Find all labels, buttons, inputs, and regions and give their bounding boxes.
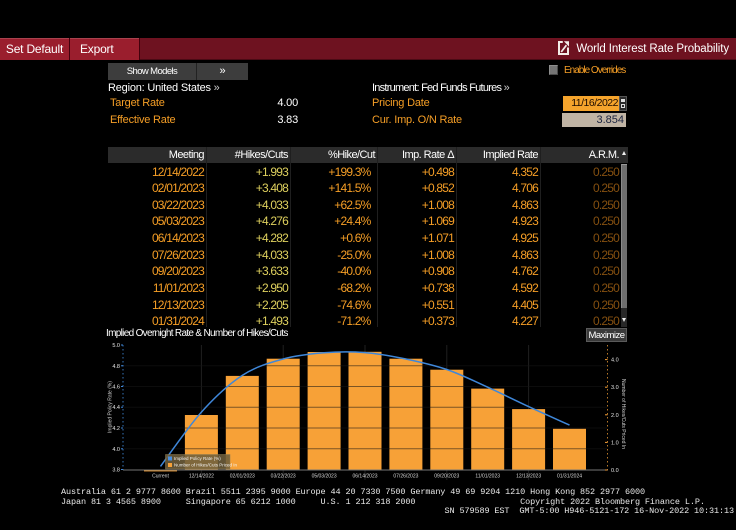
svg-text:05/03/2023: 05/03/2023 — [312, 474, 337, 480]
svg-text:02/01/2023: 02/01/2023 — [230, 474, 255, 480]
svg-text:12/13/2023: 12/13/2023 — [516, 474, 541, 480]
svg-text:0.0: 0.0 — [611, 468, 619, 474]
svg-text:4.4: 4.4 — [112, 405, 120, 411]
svg-text:Implied Policy Rate (%): Implied Policy Rate (%) — [174, 456, 221, 461]
svg-text:2.0: 2.0 — [611, 413, 619, 419]
svg-text:3.8: 3.8 — [112, 468, 120, 474]
svg-text:12/14/2022: 12/14/2022 — [189, 474, 214, 480]
svg-text:06/14/2023: 06/14/2023 — [352, 474, 377, 480]
svg-text:4.6: 4.6 — [112, 385, 120, 391]
svg-text:Implied Policy Rate (%): Implied Policy Rate (%) — [108, 381, 114, 433]
svg-text:Number of Hikes/Cuts Priced In: Number of Hikes/Cuts Priced In — [620, 379, 626, 449]
svg-text:4.0: 4.0 — [112, 447, 120, 453]
svg-text:Number of Hikes/Cuts Priced In: Number of Hikes/Cuts Priced In — [174, 463, 238, 468]
svg-text:01/31/2024: 01/31/2024 — [557, 474, 582, 480]
svg-text:03/22/2023: 03/22/2023 — [271, 474, 296, 480]
svg-text:4.0: 4.0 — [611, 358, 619, 364]
svg-text:5.0: 5.0 — [112, 343, 120, 349]
svg-text:Current: Current — [152, 474, 169, 480]
svg-text:1.0: 1.0 — [611, 440, 619, 446]
svg-text:4.2: 4.2 — [112, 426, 120, 432]
svg-text:07/26/2023: 07/26/2023 — [393, 474, 418, 480]
svg-text:4.8: 4.8 — [112, 364, 120, 370]
svg-text:11/01/2023: 11/01/2023 — [475, 474, 500, 480]
svg-text:09/20/2023: 09/20/2023 — [434, 474, 459, 480]
svg-text:3.0: 3.0 — [611, 385, 619, 391]
